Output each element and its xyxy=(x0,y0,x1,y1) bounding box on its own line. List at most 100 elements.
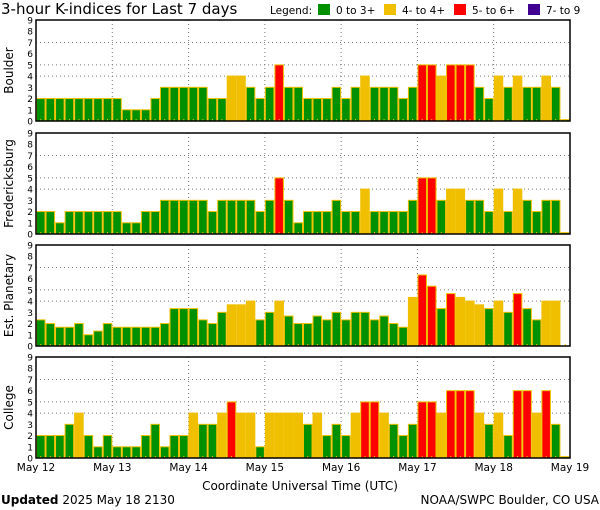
bar xyxy=(503,311,513,347)
bar xyxy=(226,401,237,459)
bar xyxy=(512,75,523,122)
y-tick-label: 0 xyxy=(27,455,33,465)
bar xyxy=(503,435,513,459)
y-tick-label: 4 xyxy=(27,298,33,308)
bar xyxy=(426,64,437,122)
bar xyxy=(312,315,323,347)
bar xyxy=(55,98,65,122)
legend-swatch-2 xyxy=(454,4,466,15)
bar xyxy=(350,412,361,459)
y-tick-label: 0 xyxy=(27,231,33,241)
bar xyxy=(74,412,84,459)
bar xyxy=(312,98,323,122)
credit: NOAA/SWPC Boulder, CO USA xyxy=(421,493,600,507)
bar xyxy=(93,98,103,122)
bar xyxy=(255,98,265,122)
y-tick-label: 3 xyxy=(27,309,33,319)
y-tick-label: 1 xyxy=(27,106,33,116)
y-tick-label: 1 xyxy=(27,443,33,453)
bar xyxy=(322,211,332,235)
x-tick-label: May 19 xyxy=(551,462,589,474)
bar xyxy=(531,319,542,347)
y-tick-label: 6 xyxy=(27,50,33,60)
bar xyxy=(188,86,199,122)
legend-entry-0: 0 to 3+ xyxy=(336,5,375,17)
bar xyxy=(74,211,84,235)
bar xyxy=(446,293,456,347)
bar xyxy=(169,308,180,347)
bar xyxy=(341,435,351,459)
bar xyxy=(245,199,256,235)
bar xyxy=(36,98,46,122)
bar xyxy=(112,98,122,122)
bar xyxy=(45,435,56,459)
bar xyxy=(455,390,466,459)
bar xyxy=(312,211,323,235)
bar xyxy=(217,311,227,347)
bar xyxy=(131,326,141,347)
bar xyxy=(522,199,532,235)
bar xyxy=(407,296,418,347)
bar xyxy=(217,199,227,235)
bar xyxy=(64,211,75,235)
bar xyxy=(426,285,437,347)
bar xyxy=(274,64,284,122)
bar xyxy=(436,308,447,347)
bar xyxy=(550,423,561,459)
bar xyxy=(341,319,351,347)
x-tick-labels: May 12 May 13 May 14 May 15 May 16 May 17 May … xyxy=(17,462,589,474)
bar xyxy=(159,86,170,122)
bar xyxy=(226,304,237,347)
x-tick-label: May 13 xyxy=(93,462,131,474)
bar xyxy=(331,199,342,235)
bar xyxy=(45,98,56,122)
bar xyxy=(179,86,189,122)
bar xyxy=(417,274,427,347)
bar xyxy=(541,75,551,122)
bar xyxy=(102,98,113,122)
bar xyxy=(522,308,532,347)
bar xyxy=(102,435,113,459)
bar xyxy=(493,188,504,235)
bar xyxy=(379,412,389,459)
y-tick-label: 2 xyxy=(27,95,33,105)
legend-entry-3: 7- to 9 xyxy=(546,5,580,17)
bar xyxy=(140,435,151,459)
legend-entry-1: 4- to 4+ xyxy=(402,5,445,17)
y-tick-label: 9 xyxy=(27,354,33,364)
bar xyxy=(188,308,199,347)
bar xyxy=(226,199,237,235)
bar xyxy=(331,311,342,347)
y-tick-label: 0 xyxy=(27,343,33,353)
bar xyxy=(550,300,561,347)
bar xyxy=(159,199,170,235)
bar xyxy=(102,211,113,235)
y-tick-label: 8 xyxy=(27,141,33,151)
bar xyxy=(236,304,246,347)
bar xyxy=(140,326,151,347)
bar xyxy=(217,98,227,122)
bar xyxy=(369,401,380,459)
bar xyxy=(188,199,199,235)
updated-label: Updated xyxy=(1,493,59,507)
bar xyxy=(493,300,504,347)
bar xyxy=(303,211,313,235)
bar xyxy=(493,412,504,459)
y-tick-label: 8 xyxy=(27,28,33,38)
bar xyxy=(398,211,408,235)
bar xyxy=(150,326,160,347)
y-tick-label: 3 xyxy=(27,197,33,207)
bar xyxy=(398,98,408,122)
bar xyxy=(179,435,189,459)
bar xyxy=(379,86,389,122)
bar xyxy=(55,326,65,347)
y-tick-label: 6 xyxy=(27,275,33,285)
bar xyxy=(322,319,332,347)
legend-swatch-0 xyxy=(318,4,330,15)
bar xyxy=(274,177,284,235)
bar xyxy=(303,423,313,459)
